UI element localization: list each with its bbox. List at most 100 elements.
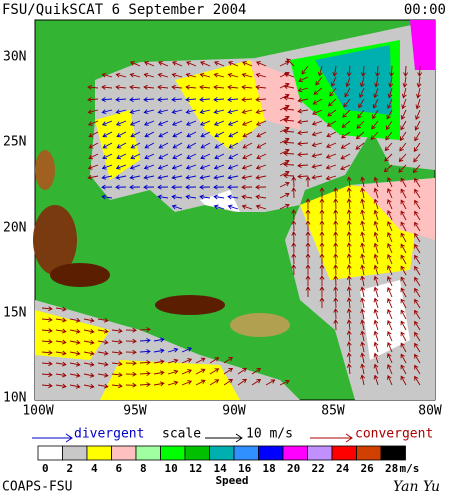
wind-arrow bbox=[185, 84, 197, 90]
wind-arrow bbox=[400, 320, 407, 331]
wind-arrow bbox=[69, 361, 81, 367]
wind-arrow bbox=[305, 198, 311, 210]
wind-arrow bbox=[326, 120, 337, 127]
colorbar-label: 16 bbox=[238, 462, 252, 475]
colorbar-label: 24 bbox=[336, 462, 350, 475]
wind-arrow bbox=[298, 76, 309, 83]
wind-arrow bbox=[139, 371, 151, 376]
wind-arrow bbox=[139, 382, 151, 387]
wind-arrow bbox=[387, 98, 393, 110]
wind-arrow bbox=[157, 97, 169, 102]
wind-arrow bbox=[143, 97, 155, 102]
color-swatch bbox=[380, 445, 406, 461]
speed-patch bbox=[410, 20, 435, 70]
wind-arrow bbox=[195, 379, 206, 386]
wind-arrow bbox=[213, 204, 225, 210]
wind-arrow bbox=[283, 151, 295, 157]
wind-arrow bbox=[199, 84, 211, 90]
speed-patch bbox=[100, 360, 240, 400]
wind-arrow bbox=[181, 369, 193, 375]
wind-arrow bbox=[400, 342, 407, 353]
colorbar-label: 18 bbox=[263, 462, 276, 475]
wind-arrow bbox=[387, 221, 393, 232]
wind-arrow bbox=[385, 120, 393, 131]
legend-scale-value: 10 m/s bbox=[246, 427, 293, 442]
wind-arrow bbox=[333, 187, 339, 199]
wind-arrow bbox=[355, 131, 365, 140]
wind-arrow bbox=[242, 131, 253, 138]
wind-arrow bbox=[181, 347, 193, 353]
wind-arrow bbox=[387, 243, 393, 254]
wind-arrow bbox=[241, 194, 253, 200]
color-swatch bbox=[160, 445, 186, 461]
wind-arrow bbox=[171, 204, 183, 210]
wind-arrow bbox=[333, 308, 339, 320]
wind-arrow bbox=[227, 120, 239, 126]
wind-arrow bbox=[213, 120, 225, 126]
wind-arrow bbox=[373, 242, 379, 254]
wind-arrow bbox=[172, 61, 183, 67]
legend-convergent: convergent bbox=[355, 427, 433, 442]
wind-arrow bbox=[279, 203, 290, 210]
wind-arrow bbox=[375, 65, 380, 77]
colorbar: 0 2 4 6 8 10 12 14 16 18 20 22 24 26 28 m/s bbox=[37, 445, 419, 475]
wind-arrow bbox=[373, 209, 379, 221]
wind-arrow bbox=[341, 120, 351, 128]
wind-arrow bbox=[373, 374, 379, 386]
lat-label: 10N bbox=[3, 391, 26, 406]
wind-arrow bbox=[283, 162, 295, 168]
wind-arrow bbox=[101, 164, 113, 170]
wind-arrow bbox=[360, 187, 366, 199]
lon-label: 85W bbox=[321, 404, 345, 419]
wind-arrow bbox=[327, 109, 337, 117]
wind-arrow bbox=[414, 331, 421, 342]
wind-arrow bbox=[374, 76, 379, 88]
wind-arrow bbox=[157, 184, 169, 190]
wind-arrow bbox=[101, 184, 113, 190]
wind-arrow bbox=[414, 232, 421, 243]
wind-arrow bbox=[214, 131, 225, 138]
wind-arrow bbox=[360, 286, 366, 298]
wind-arrow bbox=[386, 109, 393, 120]
wind-arrow bbox=[325, 175, 337, 181]
wind-arrow bbox=[346, 308, 352, 320]
wind-arrow bbox=[69, 317, 81, 323]
wind-arrow bbox=[387, 309, 393, 320]
wind-arrow bbox=[157, 72, 169, 78]
wind-arrow bbox=[55, 350, 67, 356]
wind-arrow bbox=[373, 87, 379, 99]
wind-arrow bbox=[343, 98, 351, 108]
speed-patch bbox=[250, 60, 300, 130]
wind-arrow bbox=[129, 109, 141, 115]
wind-arrow bbox=[291, 187, 297, 199]
wind-arrow bbox=[129, 184, 141, 190]
wind-arrow bbox=[171, 164, 183, 170]
wind-arrow bbox=[400, 364, 407, 375]
wind-arrow bbox=[186, 153, 197, 160]
wind-arrow bbox=[101, 120, 113, 126]
wind-arrow bbox=[111, 372, 123, 378]
wind-arrow bbox=[143, 109, 155, 115]
wind-arrow bbox=[286, 58, 295, 67]
wind-arrow bbox=[305, 209, 311, 221]
wind-arrow bbox=[130, 131, 141, 138]
wind-arrow bbox=[373, 231, 379, 243]
wind-arrow bbox=[101, 84, 113, 90]
color-swatch bbox=[356, 445, 382, 461]
wind-arrow bbox=[185, 120, 197, 126]
wind-arrow bbox=[143, 184, 155, 190]
wind-arrow bbox=[400, 109, 407, 120]
wind-arrow bbox=[185, 164, 197, 170]
wind-arrow bbox=[139, 327, 151, 332]
wind-arrow bbox=[111, 350, 123, 356]
wind-arrow bbox=[319, 231, 325, 243]
wind-arrow bbox=[87, 120, 99, 126]
wind-arrow bbox=[83, 339, 95, 345]
wind-arrow bbox=[360, 264, 366, 276]
wind-arrow bbox=[157, 84, 169, 90]
lon-label: 95W bbox=[123, 404, 147, 419]
colorbar-label: 12 bbox=[189, 462, 202, 475]
wind-vectors bbox=[41, 58, 423, 389]
wind-arrow bbox=[115, 72, 127, 78]
legend-arrow bbox=[345, 433, 353, 443]
